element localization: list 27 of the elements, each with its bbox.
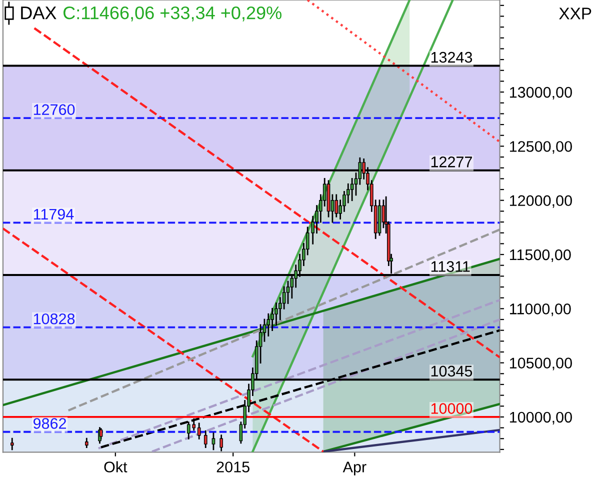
ref-line-label: 9862 <box>34 418 66 429</box>
ref-line-label: 11794 <box>34 208 74 220</box>
candlestick <box>220 434 223 452</box>
y-tick-label: 12500,00 <box>510 141 572 154</box>
y-tick-label: 11500,00 <box>510 249 571 262</box>
y-tick-label: 12000,00 <box>510 195 572 208</box>
x-tick-label: Okt <box>104 461 128 472</box>
candlestick <box>350 178 354 202</box>
chart-subtitle: C:11466,06 +33,34 +0,29% <box>64 6 282 22</box>
ref-line-label: 10000 <box>431 403 472 414</box>
chart-title: DAX <box>21 6 56 20</box>
y-axis-title: XXP <box>559 8 592 20</box>
ref-line-label: 11311 <box>431 261 470 272</box>
candlestick <box>212 432 216 450</box>
y-tick-label: 11000,00 <box>510 304 571 316</box>
candlestick <box>204 430 208 448</box>
ref-line-label: 12760 <box>34 104 75 116</box>
ref-line-label: 13243 <box>431 52 472 63</box>
ref-line-label: 10345 <box>431 366 472 377</box>
ref-line-label: 10828 <box>34 313 75 324</box>
y-tick-label: 10500,00 <box>510 358 572 370</box>
ref-line-label: 12277 <box>431 156 472 168</box>
x-tick-label: 2015 <box>216 462 250 472</box>
candlestick <box>10 438 14 450</box>
y-tick-label: 13000,00 <box>510 86 572 100</box>
x-tick-label: Apr <box>342 462 366 476</box>
y-tick-label: 10000,00 <box>510 412 572 424</box>
